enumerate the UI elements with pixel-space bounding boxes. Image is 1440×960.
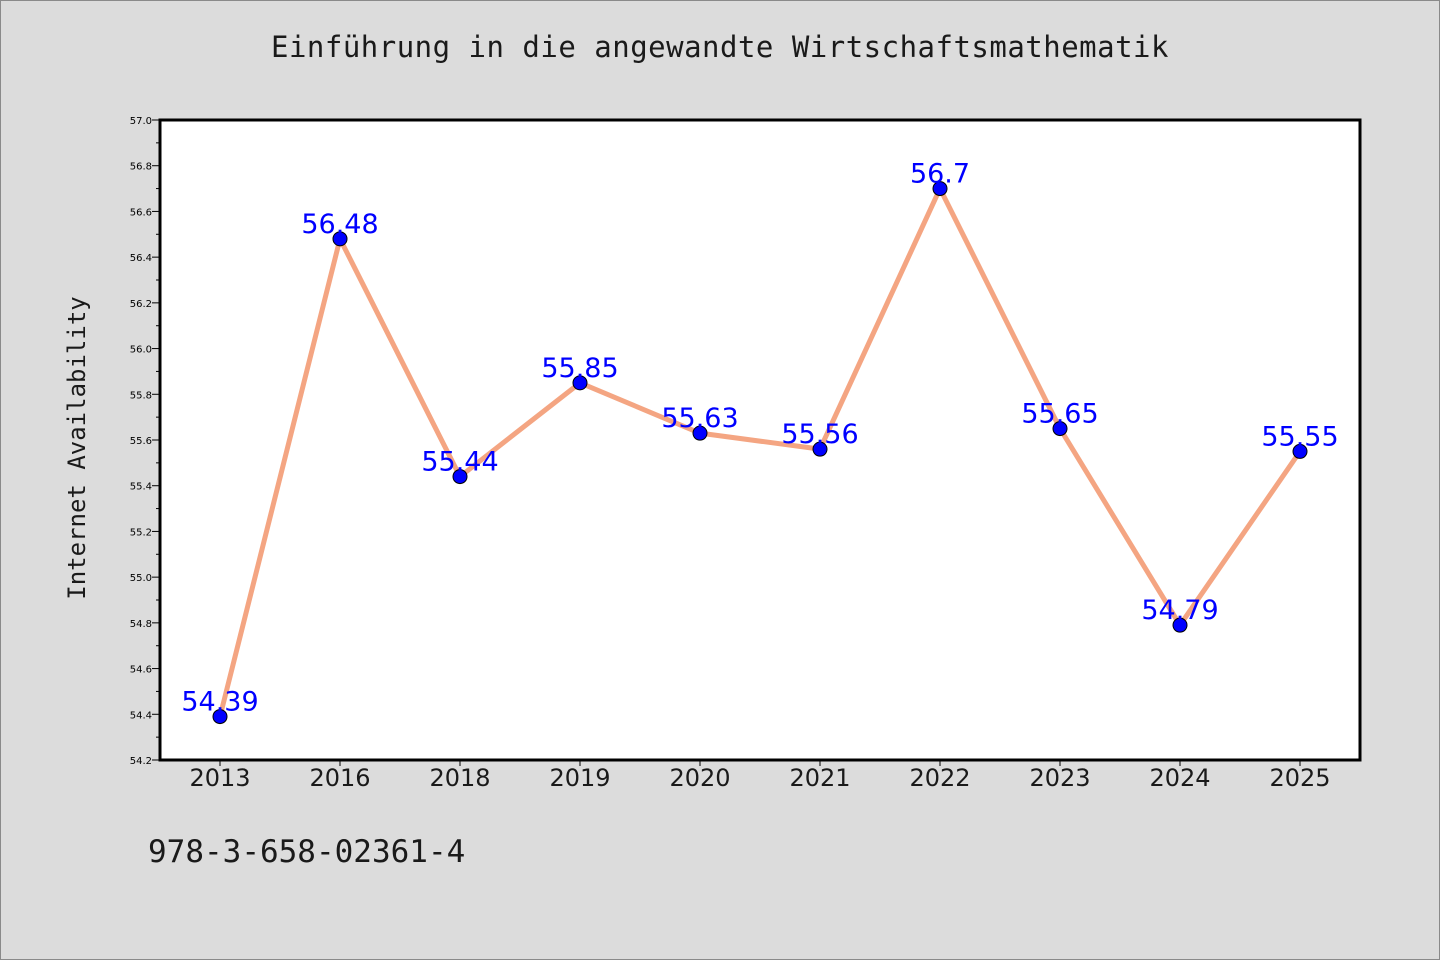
data-label: 55.65 (1021, 399, 1098, 430)
data-label: 55.56 (781, 419, 858, 450)
data-point (1292, 443, 1308, 459)
data-point (1052, 421, 1068, 437)
y-tick-label: 56.6 (130, 207, 152, 218)
y-tick-label: 57.0 (130, 116, 152, 127)
x-tick-label: 2023 (1029, 764, 1090, 792)
data-label: 55.85 (541, 353, 618, 384)
data-point (812, 441, 828, 457)
y-tick-label: 54.2 (130, 756, 152, 767)
data-point (212, 709, 228, 725)
y-tick-label: 54.4 (130, 710, 152, 721)
chart-title: Einführung in die angewandte Wirtschafts… (271, 30, 1169, 64)
data-label: 55.55 (1261, 421, 1338, 452)
y-tick-label: 56.0 (130, 345, 152, 356)
x-tick-label: 2020 (669, 764, 730, 792)
data-label: 54.39 (181, 687, 258, 718)
y-tick-label: 55.0 (130, 573, 152, 584)
x-tick-label: 2013 (189, 764, 250, 792)
y-tick-label: 54.6 (130, 665, 152, 676)
footer-code: 978-3-658-02361-4 (148, 834, 466, 870)
data-point (1172, 617, 1188, 633)
x-tick-label: 2018 (429, 764, 490, 792)
data-label: 56.7 (910, 159, 970, 190)
x-tick-label: 2021 (789, 764, 850, 792)
y-tick-label: 56.4 (130, 253, 152, 264)
y-tick-label: 56.8 (130, 162, 152, 173)
data-point (572, 375, 588, 391)
data-label: 55.63 (661, 403, 738, 434)
y-tick-label: 56.2 (130, 299, 152, 310)
x-tick-label: 2025 (1269, 764, 1330, 792)
data-point (332, 231, 348, 247)
x-tick-label: 2022 (909, 764, 970, 792)
data-point (452, 469, 468, 485)
data-label: 54.79 (1141, 595, 1218, 626)
y-tick-label: 55.2 (130, 527, 152, 538)
y-axis-label: Internet Availability (63, 296, 91, 599)
y-tick-label: 55.4 (130, 482, 152, 493)
data-point (692, 425, 708, 441)
series-line (217, 186, 1303, 720)
x-tick-label: 2024 (1149, 764, 1210, 792)
data-label: 55.44 (421, 447, 498, 478)
y-tick-label: 54.8 (130, 619, 152, 630)
y-tick-label: 55.8 (130, 390, 152, 401)
x-tick-label: 2019 (549, 764, 610, 792)
data-point (932, 181, 948, 197)
y-tick-label: 55.6 (130, 436, 152, 447)
data-label: 56.48 (301, 209, 378, 240)
x-tick-label: 2016 (309, 764, 370, 792)
